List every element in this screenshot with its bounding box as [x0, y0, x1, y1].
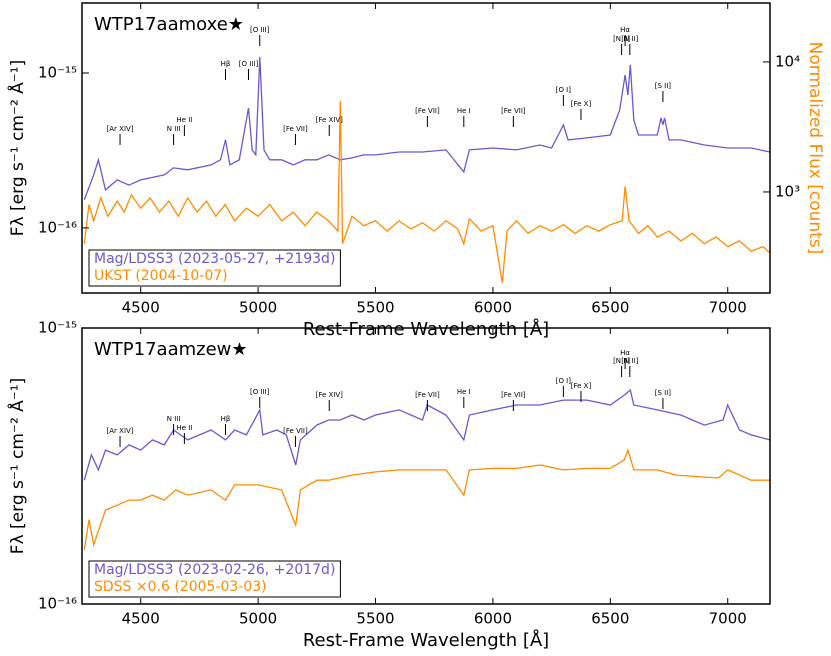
panel-title: WTP17aamoxe★	[94, 14, 244, 35]
line-label: [Fe VII]	[415, 391, 440, 399]
spectrum-line	[83, 388, 770, 481]
spectrum-line	[83, 56, 770, 200]
line-label: N III	[167, 125, 181, 133]
legend-box	[88, 249, 341, 287]
x-tick-label: 7000	[709, 299, 747, 317]
x-tick-label: 5500	[356, 610, 394, 628]
line-label: [Fe VII]	[415, 107, 440, 115]
plot-frame	[81, 327, 771, 605]
line-label: He II	[176, 424, 192, 432]
line-label: Hβ	[221, 60, 231, 68]
line-label: [Fe X]	[571, 100, 592, 108]
y2-axis-label: Normalized Flux [counts]	[805, 42, 825, 255]
line-label: [O III]	[250, 388, 270, 396]
line-label: He I	[457, 107, 471, 115]
x-tick-label: 5000	[239, 299, 277, 317]
x-tick-label: 5500	[356, 299, 394, 317]
y2-tick-label: 10³	[775, 182, 800, 200]
y-axis-label: Fλ [erg s⁻¹ cm⁻² Å⁻¹]	[6, 60, 28, 236]
line-label: N III	[167, 415, 181, 423]
plot-frame	[81, 2, 771, 294]
y-tick-label: 10⁻¹⁶	[38, 218, 77, 236]
x-tick-label: 6500	[591, 610, 629, 628]
line-label: [O I]	[556, 86, 572, 94]
line-label: [N II]	[621, 35, 638, 43]
spectrum-line	[83, 101, 770, 283]
line-label: [Fe VII]	[501, 391, 526, 399]
x-tick-label: 7000	[709, 610, 747, 628]
y-axis-label: Fλ [erg s⁻¹ cm⁻² Å⁻¹]	[6, 378, 28, 554]
line-label: [N II]	[621, 357, 638, 365]
line-label: [O III]	[239, 60, 259, 68]
x-tick-label: 4500	[122, 610, 160, 628]
x-tick-label: 5000	[239, 610, 277, 628]
line-label: [Fe VII]	[283, 427, 308, 435]
line-label: [Fe XIV]	[316, 116, 344, 124]
line-label: [O III]	[250, 26, 270, 34]
x-tick-label: 4500	[122, 299, 160, 317]
line-label: [Ar XIV]	[107, 427, 134, 435]
y2-tick-label: 10⁴	[775, 52, 800, 70]
x-axis-label: Rest-Frame Wavelength [Å]	[303, 629, 549, 651]
line-label: [Fe VII]	[501, 107, 526, 115]
legend-entry: Mag/LDSS3 (2023-05-27, +2193d)	[94, 251, 335, 267]
line-label: [Fe VII]	[283, 125, 308, 133]
x-tick-label: 6500	[591, 299, 629, 317]
legend: Mag/LDSS3 (2023-05-27, +2193d)UKST (2004…	[88, 249, 341, 287]
y-tick-label: 10⁻¹⁵	[38, 63, 77, 81]
legend-entry: UKST (2004-10-07)	[94, 268, 228, 284]
line-label: [N II]	[613, 35, 630, 43]
line-label: [Ar XIV]	[107, 125, 134, 133]
x-axis-label: Rest-Frame Wavelength [Å]	[303, 318, 549, 340]
line-label: He II	[176, 116, 192, 124]
x-tick-label: 6000	[474, 610, 512, 628]
legend-entry: SDSS ×0.6 (2005-03-03)	[94, 579, 267, 595]
line-label: Hβ	[221, 415, 231, 423]
line-label: [N II]	[613, 357, 630, 365]
x-tick-label: 6000	[474, 299, 512, 317]
y-tick-label: 10⁻¹⁵	[38, 319, 77, 337]
line-label: [Fe X]	[571, 382, 592, 390]
line-label: [Fe XIV]	[316, 391, 344, 399]
line-label: [S II]	[655, 389, 672, 397]
line-label: He I	[457, 388, 471, 396]
legend-entry: Mag/LDSS3 (2023-02-26, +2017d)	[94, 562, 335, 578]
line-label: Hα	[620, 349, 630, 357]
panel-title: WTP17aamzew★	[94, 339, 248, 360]
spectrum-line	[83, 448, 770, 550]
legend-box	[88, 560, 341, 598]
line-label: [S II]	[655, 82, 672, 90]
line-label: [O I]	[556, 377, 572, 385]
y-tick-label: 10⁻¹⁶	[38, 595, 77, 613]
legend: Mag/LDSS3 (2023-02-26, +2017d)SDSS ×0.6 …	[88, 560, 341, 598]
line-label: Hα	[620, 26, 630, 34]
